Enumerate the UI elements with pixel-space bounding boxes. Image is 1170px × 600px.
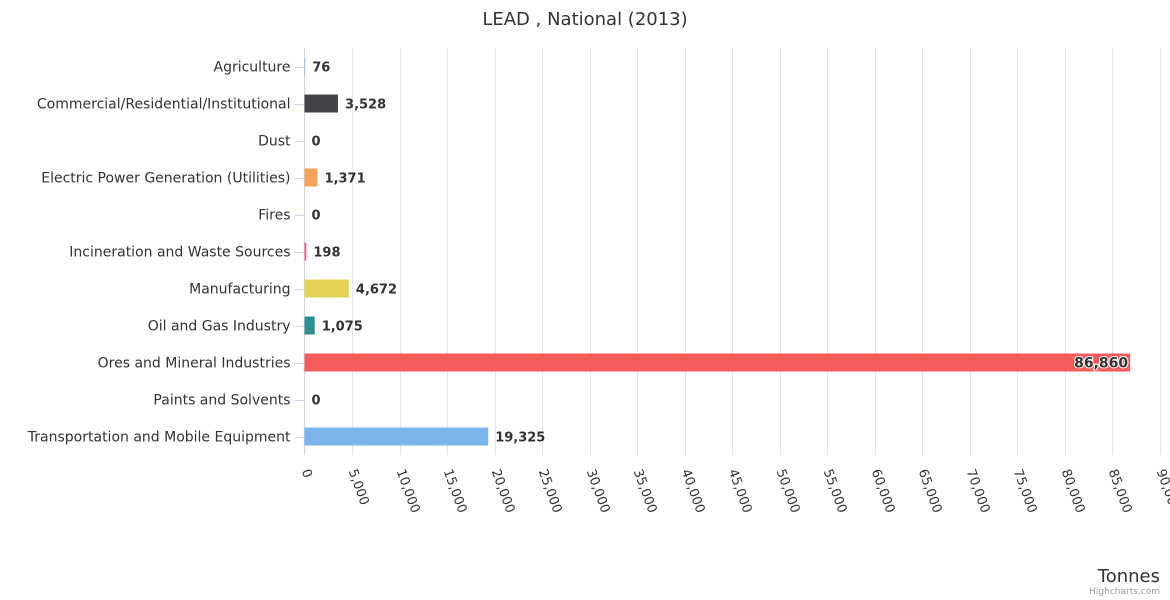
tick-label: 90,000 xyxy=(1153,467,1170,515)
bar[interactable] xyxy=(304,353,1131,372)
category-label: Fires xyxy=(258,208,290,224)
data-label: 0 xyxy=(312,135,321,150)
category-label: Dust xyxy=(258,134,291,150)
category-label: Commercial/Residential/Institutional xyxy=(37,97,291,113)
category-label: Incineration and Waste Sources xyxy=(69,245,290,261)
tick-label: 0 xyxy=(298,467,315,480)
data-labels: 76 3,528 0 1,371 0 198 4,672 1,075 86,860 0 19,325 xyxy=(312,61,1130,446)
data-label: 19,325 xyxy=(495,431,545,446)
tick-label: 70,000 xyxy=(963,467,993,515)
tick-label: 50,000 xyxy=(773,467,803,515)
tick-label: 60,000 xyxy=(868,467,898,515)
tick-label: 55,000 xyxy=(820,467,850,515)
bars xyxy=(304,57,1131,446)
data-label: 0 xyxy=(312,209,321,224)
category-label: Oil and Gas Industry xyxy=(148,319,291,335)
tick-label: 30,000 xyxy=(583,467,613,515)
bar[interactable] xyxy=(304,279,349,298)
tick-label: 20,000 xyxy=(488,467,518,515)
tick-label: 80,000 xyxy=(1058,467,1088,515)
data-label: 86,860 xyxy=(1074,356,1128,372)
bar[interactable] xyxy=(304,242,307,261)
data-label: 198 xyxy=(313,246,340,261)
category-label: Manufacturing xyxy=(189,282,290,298)
data-label: 4,672 xyxy=(356,283,397,298)
tick-label: 65,000 xyxy=(915,467,945,515)
chart-title: LEAD , National (2013) xyxy=(482,9,687,30)
tick-label: 5,000 xyxy=(345,467,372,507)
data-label: 76 xyxy=(312,61,330,76)
tick-label: 35,000 xyxy=(630,467,660,515)
gridlines xyxy=(304,48,1161,455)
tick-label: 40,000 xyxy=(678,467,708,515)
bar[interactable] xyxy=(304,94,339,113)
tick-label: 25,000 xyxy=(535,467,565,515)
value-axis-title: Tonnes xyxy=(1097,566,1160,587)
category-axis: Agriculture Commercial/Residential/Instit… xyxy=(27,60,305,446)
bar[interactable] xyxy=(304,168,318,187)
data-label: 1,371 xyxy=(325,172,366,187)
tick-label: 75,000 xyxy=(1010,467,1040,515)
value-axis: 0 5,000 10,000 15,000 20,000 25,000 30,000 35,0… xyxy=(298,467,1170,515)
data-label: 3,528 xyxy=(345,98,386,113)
tick-label: 10,000 xyxy=(393,467,423,515)
tick-label: 85,000 xyxy=(1105,467,1135,515)
data-label: 0 xyxy=(312,394,321,409)
tick-label: 15,000 xyxy=(440,467,470,515)
category-label: Agriculture xyxy=(214,60,291,76)
category-label: Electric Power Generation (Utilities) xyxy=(41,171,290,187)
credits-link[interactable]: Highcharts.com xyxy=(1089,587,1160,597)
data-label: 1,075 xyxy=(322,320,363,335)
bar[interactable] xyxy=(304,316,315,335)
bar[interactable] xyxy=(304,57,306,76)
tick-label: 45,000 xyxy=(725,467,755,515)
bar[interactable] xyxy=(304,427,489,446)
category-label: Paints and Solvents xyxy=(153,393,290,409)
category-label: Transportation and Mobile Equipment xyxy=(27,430,291,446)
category-label: Ores and Mineral Industries xyxy=(98,356,291,372)
